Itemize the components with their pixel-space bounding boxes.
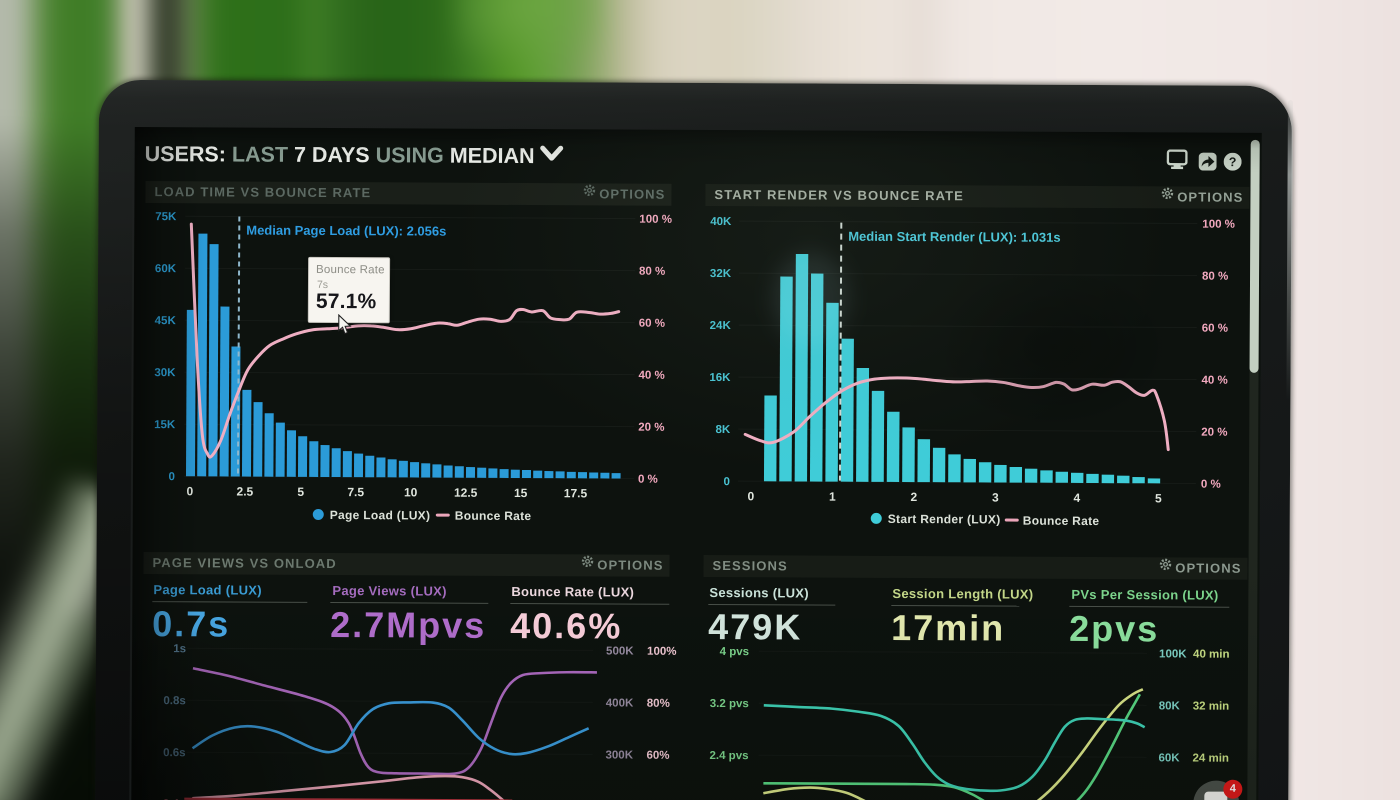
svg-text:60K: 60K — [155, 263, 177, 275]
svg-text:32 min: 32 min — [1193, 701, 1229, 713]
svg-text:0: 0 — [169, 471, 175, 483]
svg-text:2.5: 2.5 — [237, 485, 254, 499]
svg-text:8K: 8K — [715, 424, 730, 436]
svg-text:0 %: 0 % — [638, 474, 658, 486]
svg-text:5: 5 — [1155, 491, 1162, 505]
svg-text:40K: 40K — [710, 216, 732, 228]
svg-text:60K: 60K — [1158, 752, 1180, 764]
svg-text:5: 5 — [297, 485, 304, 499]
svg-text:80%: 80% — [647, 698, 670, 710]
svg-text:400K: 400K — [606, 697, 634, 709]
svg-text:17.5: 17.5 — [564, 486, 588, 500]
svg-text:7.5: 7.5 — [347, 485, 364, 499]
svg-text:4: 4 — [1073, 491, 1080, 505]
svg-text:?: ? — [1229, 155, 1237, 169]
svg-text:300K: 300K — [605, 749, 633, 761]
svg-text:0: 0 — [187, 484, 194, 498]
svg-text:80 %: 80 % — [1202, 271, 1228, 283]
svg-text:40 min: 40 min — [1193, 649, 1229, 661]
svg-text:75K: 75K — [155, 211, 177, 223]
svg-text:20 %: 20 % — [1201, 427, 1227, 439]
svg-text:0: 0 — [724, 476, 730, 488]
svg-text:3.2 pvs: 3.2 pvs — [710, 698, 749, 710]
svg-text:1: 1 — [829, 490, 836, 504]
svg-text:0.6s: 0.6s — [163, 747, 185, 759]
svg-text:12.5: 12.5 — [454, 486, 478, 500]
svg-text:80K: 80K — [1159, 700, 1181, 712]
svg-text:30K: 30K — [154, 367, 176, 379]
svg-text:20 %: 20 % — [638, 422, 664, 434]
svg-text:60%: 60% — [646, 750, 669, 762]
svg-text:40 %: 40 % — [638, 370, 664, 382]
svg-text:60 %: 60 % — [1202, 323, 1228, 335]
svg-text:15: 15 — [514, 486, 528, 500]
svg-text:3: 3 — [992, 490, 999, 504]
svg-text:100%: 100% — [647, 646, 676, 658]
svg-text:16K: 16K — [709, 372, 731, 384]
svg-text:100 %: 100 % — [1202, 219, 1235, 231]
svg-text:1s: 1s — [173, 643, 186, 655]
svg-text:60 %: 60 % — [639, 318, 665, 330]
svg-text:4 pvs: 4 pvs — [720, 646, 749, 658]
svg-text:40 %: 40 % — [1201, 375, 1227, 387]
svg-text:2: 2 — [910, 490, 917, 504]
svg-text:15K: 15K — [154, 419, 176, 431]
svg-text:500K: 500K — [606, 645, 634, 657]
svg-text:100K: 100K — [1159, 648, 1187, 660]
svg-text:80 %: 80 % — [639, 266, 665, 278]
svg-text:100 %: 100 % — [639, 214, 672, 226]
svg-text:0: 0 — [748, 489, 755, 503]
svg-text:10: 10 — [404, 485, 418, 499]
svg-text:Median Page Load (LUX): 2.056s: Median Page Load (LUX): 2.056s — [246, 223, 446, 239]
svg-text:24K: 24K — [710, 320, 732, 332]
svg-text:2.4 pvs: 2.4 pvs — [709, 750, 748, 762]
svg-text:0.8s: 0.8s — [163, 695, 185, 707]
svg-text:32K: 32K — [710, 268, 732, 280]
svg-text:24 min: 24 min — [1192, 753, 1228, 765]
svg-text:Median Start Render (LUX): 1.0: Median Start Render (LUX): 1.031s — [848, 229, 1060, 245]
svg-text:0 %: 0 % — [1201, 479, 1221, 491]
svg-text:45K: 45K — [155, 315, 177, 327]
